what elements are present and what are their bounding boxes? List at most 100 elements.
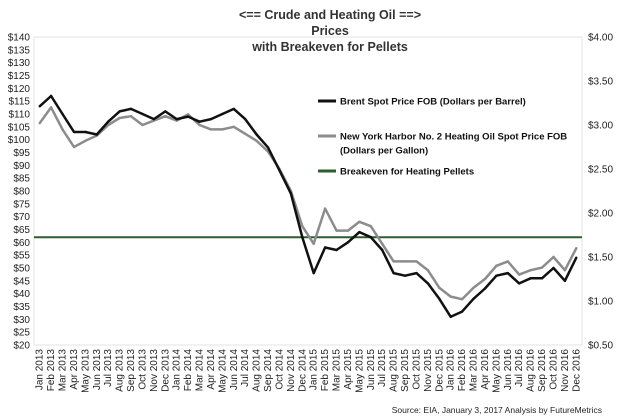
legend-label: Brent Spot Price FOB (Dollars per Barrel… bbox=[340, 97, 526, 108]
left-y-tick-label: $45 bbox=[13, 276, 30, 287]
x-tick-label: May 2013 bbox=[80, 349, 91, 393]
legend-label: Breakeven for Heating Pellets bbox=[340, 167, 474, 178]
brent-data-point bbox=[209, 117, 213, 121]
heating-oil-data-point bbox=[209, 128, 213, 131]
heating-oil-data-point bbox=[244, 132, 247, 135]
x-tick-label: Feb 2015 bbox=[320, 349, 331, 392]
x-tick-label: Jul 2014 bbox=[240, 349, 251, 387]
heating-oil-data-point bbox=[84, 139, 87, 142]
brent-data-point bbox=[369, 236, 372, 239]
heating-oil-data-point bbox=[255, 139, 258, 142]
heating-oil-data-point bbox=[426, 269, 430, 272]
brent-data-point bbox=[415, 271, 418, 275]
heating-oil-data-point bbox=[335, 229, 338, 232]
left-y-tick-label: $110 bbox=[8, 110, 30, 121]
x-tick-label: Jun 2015 bbox=[366, 349, 377, 391]
brent-data-point bbox=[563, 279, 567, 282]
brent-data-point bbox=[107, 120, 110, 123]
brent-data-point bbox=[506, 271, 509, 275]
x-tick-label: Mar 2015 bbox=[332, 349, 343, 392]
heating-oil-data-point bbox=[358, 220, 361, 223]
x-tick-label: Oct 2013 bbox=[137, 349, 148, 390]
left-y-tick-label: $40 bbox=[13, 289, 30, 300]
x-tick-label: Aug 2014 bbox=[252, 349, 263, 392]
heating-oil-data-point bbox=[392, 260, 395, 263]
brent-price-line bbox=[38, 94, 578, 319]
left-y-tick-label: $25 bbox=[13, 328, 30, 339]
x-tick-label: Jan 2016 bbox=[446, 349, 457, 391]
brent-data-point bbox=[164, 110, 167, 113]
heating-oil-data-point bbox=[232, 125, 235, 128]
x-tick-label: Jun 2013 bbox=[92, 349, 103, 391]
brent-data-point bbox=[141, 112, 144, 116]
x-tick-label: Sep 2016 bbox=[537, 349, 548, 392]
brent-data-point bbox=[323, 246, 327, 249]
left-y-axis: $20 $25 $30 $35 $40 $45$50 $55 $60 $65 $70 $75$80 $… bbox=[8, 33, 31, 352]
legend-label: New York Harbor No. 2 Heating Oil Spot P… bbox=[340, 132, 567, 143]
x-tick-label: May 2016 bbox=[491, 349, 502, 393]
heating-oil-data-point bbox=[575, 247, 578, 250]
left-y-tick-label: $65 bbox=[13, 225, 30, 236]
brent-data-point bbox=[255, 133, 258, 136]
brent-data-point bbox=[472, 297, 475, 300]
x-tick-label: Jun 2016 bbox=[503, 349, 514, 391]
heating-oil-data-point bbox=[369, 225, 372, 228]
left-y-tick-label: $85 bbox=[13, 174, 30, 185]
brent-data-point bbox=[403, 274, 407, 277]
heating-oil-data-point bbox=[186, 113, 190, 116]
brent-data-point bbox=[244, 117, 247, 121]
x-tick-label: Feb 2013 bbox=[46, 349, 57, 392]
heating-oil-data-point bbox=[506, 260, 509, 263]
left-y-tick-label: $120 bbox=[8, 84, 31, 95]
x-tick-label: Oct 2016 bbox=[548, 349, 559, 390]
heating-oil-data-point bbox=[449, 295, 452, 298]
heating-oil-data-point bbox=[164, 115, 167, 118]
brent-data-point bbox=[84, 130, 87, 134]
brent-data-point bbox=[575, 256, 578, 259]
brent-data-point bbox=[232, 107, 235, 111]
x-tick-label: Jan 2015 bbox=[309, 349, 320, 391]
x-tick-label: Feb 2014 bbox=[183, 349, 194, 392]
heating-oil-data-point bbox=[438, 286, 441, 289]
brent-data-point bbox=[175, 117, 178, 121]
brent-data-point bbox=[449, 315, 452, 318]
heating-oil-data-point bbox=[118, 116, 121, 120]
x-tick-label: Feb 2016 bbox=[457, 349, 468, 392]
x-tick-label: Mar 2014 bbox=[195, 349, 206, 392]
left-y-tick-label: $50 bbox=[13, 264, 30, 275]
brent-data-point bbox=[529, 277, 532, 280]
x-tick-label: Jul 2016 bbox=[514, 349, 525, 387]
x-tick-label: Jun 2014 bbox=[229, 349, 240, 391]
brent-data-point bbox=[186, 115, 190, 118]
x-tick-label: May 2015 bbox=[354, 349, 365, 393]
left-y-tick-label: $60 bbox=[13, 238, 30, 249]
heating-oil-data-point bbox=[472, 286, 475, 289]
x-tick-label: Jul 2013 bbox=[103, 349, 114, 387]
left-y-tick-label: $100 bbox=[8, 135, 31, 146]
x-tick-label: Aug 2016 bbox=[526, 349, 537, 392]
heating-oil-data-point bbox=[72, 145, 76, 149]
chart-title-line-2: Prices bbox=[311, 24, 349, 38]
brent-data-point bbox=[38, 105, 41, 108]
heating-oil-data-point bbox=[563, 269, 567, 272]
left-y-tick-label: $105 bbox=[8, 122, 31, 133]
heating-oil-data-point bbox=[107, 123, 110, 127]
heating-oil-data-point bbox=[483, 277, 487, 281]
x-axis: Jan 2013 Feb 2013 Mar 2013 Apr 2013 May 2013… bbox=[35, 349, 583, 393]
x-tick-label: Sep 2015 bbox=[400, 349, 411, 392]
left-y-tick-label: $90 bbox=[13, 161, 30, 172]
source-note: Source: EIA, January 3, 2017 Analysis by… bbox=[392, 405, 602, 415]
heating-oil-data-point bbox=[49, 106, 53, 109]
heating-oil-data-point bbox=[198, 123, 201, 127]
brent-data-point bbox=[221, 112, 224, 116]
brent-data-point bbox=[118, 110, 121, 113]
heating-oil-data-point bbox=[540, 266, 544, 269]
brent-data-point bbox=[72, 130, 76, 134]
right-y-tick-label: $3.50 bbox=[588, 77, 613, 88]
heating-oil-data-point bbox=[61, 128, 64, 131]
brent-data-point bbox=[49, 94, 53, 98]
x-tick-label: Nov 2013 bbox=[149, 349, 160, 392]
brent-data-point bbox=[483, 287, 487, 290]
x-tick-label: Jul 2015 bbox=[377, 349, 388, 387]
